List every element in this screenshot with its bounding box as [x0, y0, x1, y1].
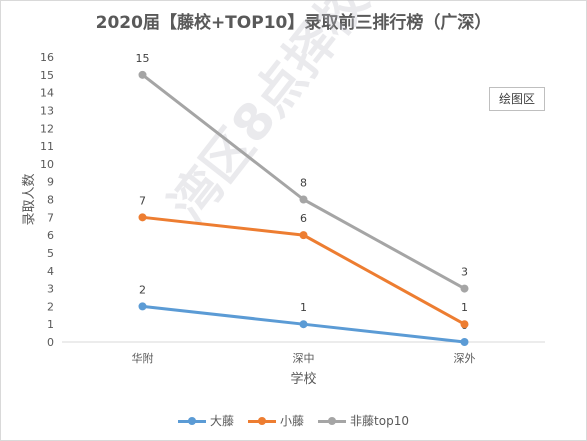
legend: 大藤 小藤 非藤top10 [0, 412, 587, 429]
data-label: 15 [136, 52, 150, 65]
y-tick-label: 13 [40, 104, 54, 117]
legend-item-series-2: 非藤top10 [318, 412, 409, 429]
data-label: 6 [300, 212, 307, 225]
series-1-point [299, 231, 308, 240]
y-tick-label: 9 [47, 176, 54, 189]
y-tick-label: 1 [47, 318, 54, 331]
y-tick-label: 10 [40, 158, 54, 171]
plot-area-tag: 绘图区 [489, 87, 545, 111]
y-tick-label: 4 [47, 265, 54, 278]
y-tick-label: 15 [40, 69, 54, 82]
y-tick-label: 11 [40, 140, 54, 153]
y-tick-label: 7 [47, 211, 54, 224]
x-tick-label: 华附 [132, 351, 154, 365]
y-tick-label: 12 [40, 122, 54, 135]
legend-item-series-0: 大藤 [178, 412, 234, 429]
data-label: 2 [139, 283, 146, 296]
y-tick-label: 5 [47, 247, 54, 260]
series-0-point [138, 302, 147, 311]
legend-label-series-1: 小藤 [280, 414, 305, 428]
y-tick-label: 3 [47, 283, 54, 296]
series-1-point [460, 320, 469, 329]
y-tick-label: 14 [40, 87, 54, 100]
y-tick-label: 2 [47, 300, 54, 313]
y-axis-title: 录取人数 [22, 173, 37, 225]
data-label: 1 [461, 301, 468, 314]
y-tick-label: 8 [47, 194, 54, 207]
chart-title: 2020届【藤校+TOP10】录取前三排行榜（广深） [95, 13, 492, 33]
series-2-point [138, 70, 147, 79]
y-tick-label: 6 [47, 229, 54, 242]
legend-label-series-2: 非藤top10 [350, 414, 409, 428]
y-tick-label: 0 [47, 336, 54, 349]
legend-swatch-series-2 [318, 416, 347, 426]
legend-label-series-0: 大藤 [210, 414, 235, 428]
legend-swatch-series-1 [248, 416, 277, 426]
series-2-point [460, 284, 469, 293]
legend-item-series-1: 小藤 [248, 412, 304, 429]
series-1-point [138, 213, 147, 222]
series-0-point [460, 338, 469, 346]
x-tick-label: 深外 [454, 352, 476, 365]
y-tick-label: 16 [40, 51, 54, 64]
data-label: 1 [300, 301, 307, 314]
x-axis-title: 学校 [290, 371, 316, 387]
x-tick-label: 深中 [293, 352, 315, 365]
data-label: 3 [461, 266, 468, 279]
data-label: 8 [300, 177, 307, 190]
series-0-point [299, 320, 308, 329]
data-label: 7 [139, 194, 146, 207]
series-2-point [299, 195, 308, 204]
legend-swatch-series-0 [178, 416, 207, 426]
